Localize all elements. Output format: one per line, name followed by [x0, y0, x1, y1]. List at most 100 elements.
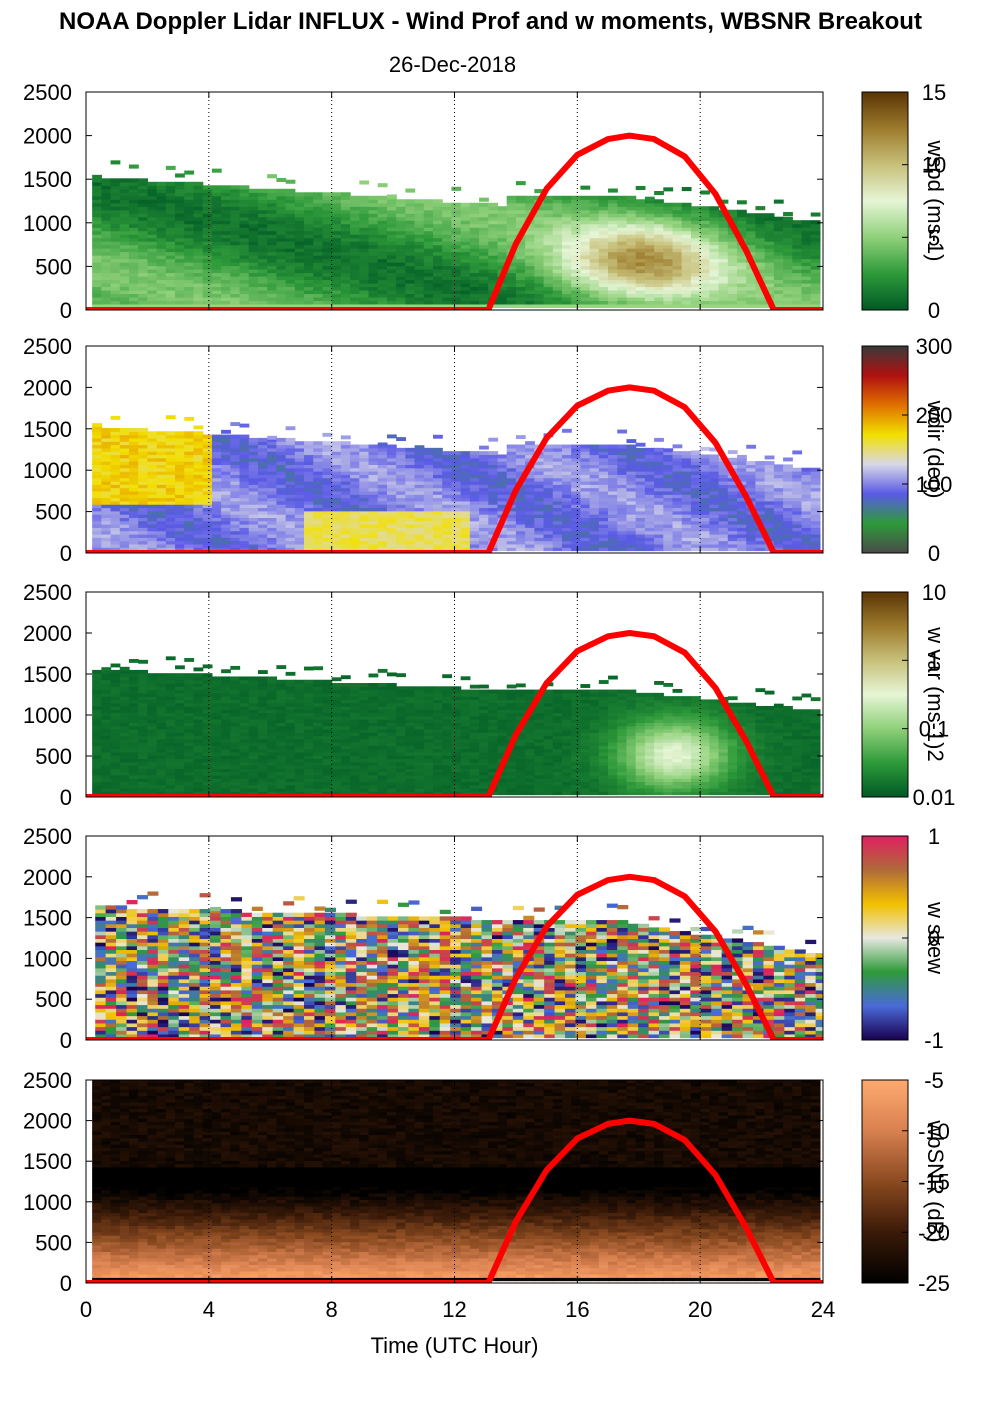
- heatmap-cell: [709, 216, 720, 221]
- heatmap-cell: [239, 293, 250, 298]
- heatmap-cell: [175, 279, 185, 284]
- heatmap-cell: [386, 227, 397, 232]
- heatmap-cell: [589, 530, 600, 535]
- heatmap-cell: [350, 206, 360, 211]
- heatmap-cell: [773, 220, 784, 225]
- heatmap-cell: [165, 251, 176, 256]
- heatmap-cell: [276, 447, 287, 452]
- heatmap-cell: [248, 251, 259, 256]
- heatmap-cell: [442, 527, 453, 532]
- heatmap-cell: [442, 517, 453, 522]
- heatmap-cell: [451, 543, 462, 548]
- heatmap-cell: [626, 300, 637, 305]
- heatmap-cell: [479, 251, 489, 256]
- heatmap-cell: [147, 537, 158, 542]
- heatmap-cell: [700, 248, 710, 253]
- heatmap-cell: [156, 510, 167, 515]
- heatmap-cell: [257, 195, 268, 200]
- heatmap-cell: [193, 447, 204, 452]
- heatmap-cell: [340, 234, 351, 239]
- heatmap-cell: [248, 540, 259, 545]
- heatmap-cell: [727, 487, 738, 492]
- heatmap-cell: [147, 237, 158, 242]
- heatmap-cell: [119, 234, 130, 239]
- heatmap-cell: [257, 282, 268, 288]
- heatmap-cell: [128, 533, 139, 538]
- heatmap-cell: [304, 504, 314, 509]
- heatmap-cell: [460, 457, 471, 462]
- heatmap-cell: [257, 206, 268, 211]
- heatmap-cell: [690, 533, 701, 538]
- heatmap-cell: [654, 265, 664, 270]
- heatmap-cell: [635, 289, 646, 295]
- heatmap-cell: [147, 510, 158, 515]
- heatmap-cell: [285, 216, 296, 221]
- heatmap-cell: [331, 265, 342, 270]
- heatmap-cell: [221, 484, 231, 489]
- heatmap-cell: [156, 293, 167, 298]
- heatmap-cell: [460, 504, 471, 509]
- heatmap-cell: [202, 275, 213, 281]
- heatmap-cell: [626, 524, 637, 528]
- heatmap-cell: [718, 461, 729, 466]
- heatmap-cell: [433, 282, 443, 288]
- heatmap-cell: [193, 255, 204, 260]
- heatmap-cell: [451, 530, 462, 535]
- heatmap-cell: [267, 520, 277, 525]
- heatmap-cell: [737, 213, 747, 218]
- heatmap-cell: [801, 255, 812, 260]
- heatmap-cell: [368, 262, 379, 267]
- heatmap-cell: [479, 234, 489, 239]
- heatmap-cell: [672, 244, 683, 249]
- heatmap-cell: [451, 265, 462, 270]
- heatmap-cell: [368, 237, 379, 242]
- heatmap-cell: [644, 497, 655, 502]
- heatmap-cell: [230, 272, 241, 277]
- heatmap-cell: [783, 293, 793, 298]
- heatmap-cell: [451, 484, 462, 489]
- heatmap-cell: [552, 282, 563, 288]
- heatmap-cell: [543, 533, 554, 538]
- heatmap-cell: [184, 258, 195, 263]
- heatmap-cell: [285, 265, 296, 270]
- heatmap-cell: [101, 540, 112, 545]
- heatmap-cell: [138, 487, 149, 492]
- heatmap-cell: [617, 547, 628, 552]
- heatmap-cell: [147, 514, 158, 518]
- heatmap-cell: [221, 303, 231, 308]
- heatmap-cell: [276, 282, 287, 288]
- heatmap-cell: [350, 540, 360, 545]
- heatmap-cell: [460, 507, 471, 512]
- heatmap-cell: [175, 461, 185, 466]
- heatmap-cell: [331, 484, 342, 489]
- heatmap-cell: [626, 490, 637, 495]
- heatmap-cell: [396, 457, 406, 462]
- heatmap-cell: [128, 234, 139, 239]
- heatmap-cell: [654, 500, 664, 505]
- heatmap-cell: [294, 524, 305, 528]
- heatmap-cell: [386, 533, 397, 538]
- heatmap-cell: [331, 454, 342, 459]
- heatmap-cell: [304, 262, 314, 267]
- heatmap-cell: [184, 484, 195, 489]
- heatmap-cell: [110, 265, 121, 270]
- heatmap-cell: [460, 454, 471, 459]
- heatmap-cell: [515, 303, 526, 308]
- heatmap-cell: [608, 244, 618, 249]
- heatmap-cell: [543, 461, 554, 466]
- heatmap-cell: [147, 303, 158, 308]
- heatmap-cell: [479, 520, 489, 525]
- heatmap-cell: [165, 188, 176, 193]
- heatmap-cell: [184, 300, 195, 305]
- heatmap-cell: [644, 490, 655, 495]
- heatmap-cell: [561, 265, 572, 270]
- heatmap-cell: [340, 300, 351, 305]
- heatmap-cell: [792, 227, 803, 232]
- heatmap-cell: [313, 195, 324, 200]
- heatmap-cell: [654, 540, 664, 545]
- heatmap-cell: [525, 293, 535, 298]
- heatmap-cell: [193, 209, 204, 214]
- heatmap-cell: [165, 237, 176, 242]
- heatmap-cell: [506, 527, 517, 532]
- heatmap-cell: [267, 480, 277, 485]
